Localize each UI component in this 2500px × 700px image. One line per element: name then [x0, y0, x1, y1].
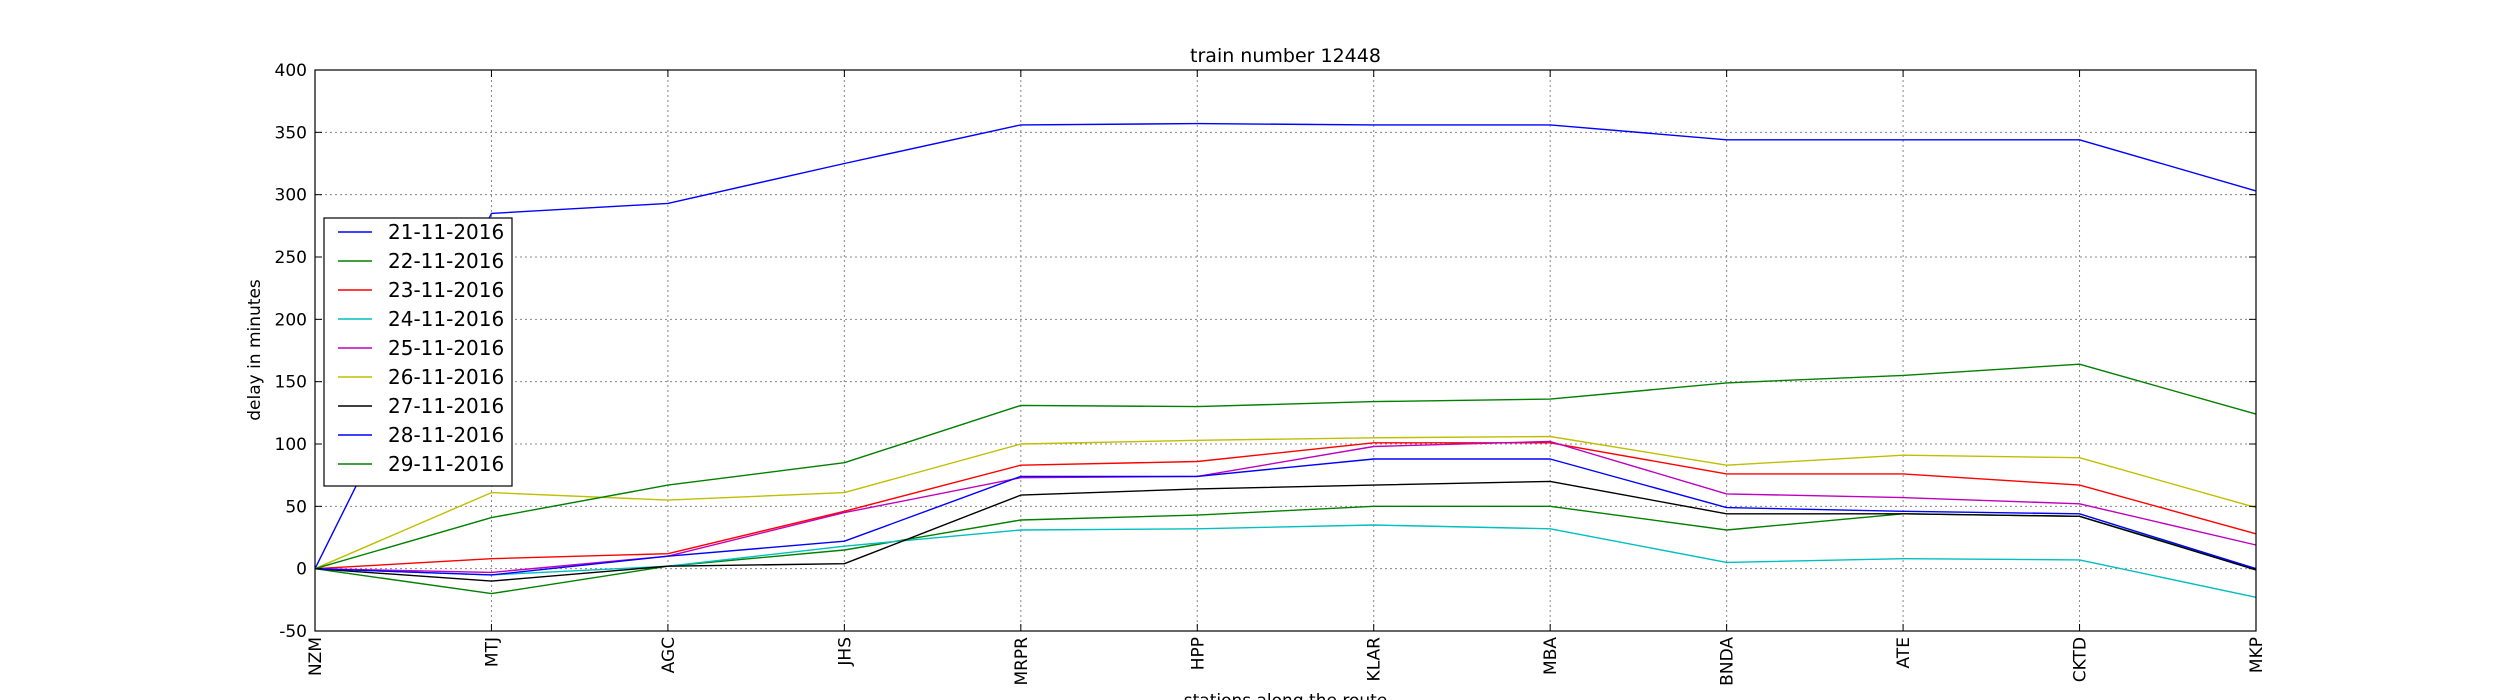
y-tick-label: 200: [275, 310, 307, 330]
x-tick-label: ATE: [1894, 637, 1914, 668]
series-line-29-11-2016: [314, 363, 2257, 570]
series-line-27-11-2016: [314, 480, 2257, 582]
y-tick-label: 350: [275, 123, 307, 143]
x-tick-label: AGC: [659, 637, 679, 673]
legend-label: 21-11-2016: [388, 220, 504, 244]
legend-label: 29-11-2016: [388, 452, 504, 476]
x-axis-label: stations along the route: [1184, 691, 1388, 700]
x-tick-label: MKP: [2247, 637, 2267, 673]
y-tick-label: 300: [275, 186, 307, 206]
y-axis-label: delay in minutes: [245, 279, 265, 421]
x-tick-label: BNDA: [1718, 637, 1738, 686]
y-tick-label: 100: [275, 435, 307, 455]
legend-label: 27-11-2016: [388, 394, 504, 418]
legend-label: 25-11-2016: [388, 336, 504, 360]
series-line-21-11-2016: [314, 122, 2257, 570]
series-line-28-11-2016: [314, 458, 2257, 576]
legend-label: 22-11-2016: [388, 249, 504, 273]
y-tick-label: 50: [285, 497, 307, 517]
y-tick-label: -50: [279, 622, 307, 642]
legend-label: 28-11-2016: [388, 423, 504, 447]
series-lines: [314, 122, 2257, 598]
legend-label: 23-11-2016: [388, 278, 504, 302]
x-tick-label: MBA: [1541, 637, 1561, 675]
legend-label: 24-11-2016: [388, 307, 504, 331]
x-tick-label: JHS: [835, 637, 855, 667]
x-tick-label: HPP: [1188, 637, 1208, 670]
x-tick-label: CKTD: [2071, 637, 2091, 682]
x-tick-label: MTJ: [482, 637, 502, 667]
legend-label: 26-11-2016: [388, 365, 504, 389]
y-tick-label: 250: [275, 248, 307, 268]
legend: 21-11-2016 22-11-2016 23-11-2016 24-11-2016…: [323, 217, 513, 487]
y-tick-label: 0: [296, 560, 307, 580]
x-axis: NZM MTJ AGC JHS MRPR HPP KLAR MBA BNDA ATE CKTD MKP: [306, 70, 2267, 686]
chart-title: train number 12448: [1190, 45, 1381, 67]
series-line-24-11-2016: [314, 524, 2257, 598]
series-line-26-11-2016: [314, 435, 2257, 570]
y-tick-label: 400: [275, 61, 307, 81]
series-line-23-11-2016: [314, 442, 2257, 570]
y-tick-label: 150: [275, 373, 307, 393]
x-tick-label: KLAR: [1365, 637, 1385, 682]
x-tick-label: NZM: [306, 637, 326, 676]
y-axis: -50 0 50 100 150 200 250 300 350 400: [275, 61, 2256, 642]
x-tick-label: MRPR: [1012, 637, 1032, 686]
legend-box: [323, 217, 513, 487]
plot-area-frame: [314, 69, 2257, 632]
